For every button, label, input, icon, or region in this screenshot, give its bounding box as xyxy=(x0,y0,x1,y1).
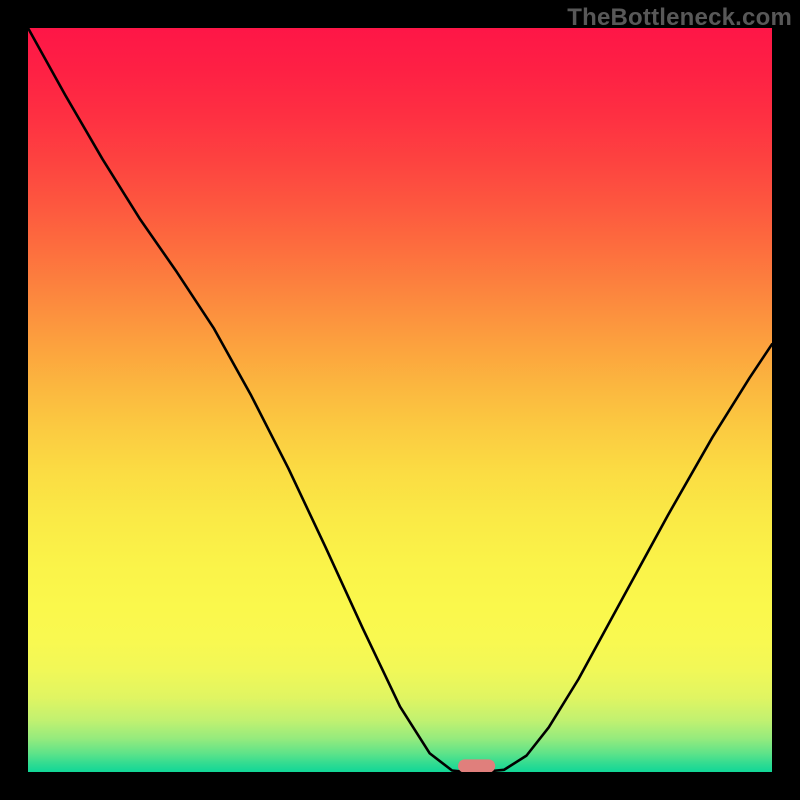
watermark-text: TheBottleneck.com xyxy=(567,4,792,32)
plot-svg xyxy=(28,28,772,772)
gradient-background xyxy=(28,28,772,772)
optimal-marker xyxy=(458,759,495,772)
chart-frame: TheBottleneck.com xyxy=(0,0,800,800)
plot-area xyxy=(28,28,772,772)
